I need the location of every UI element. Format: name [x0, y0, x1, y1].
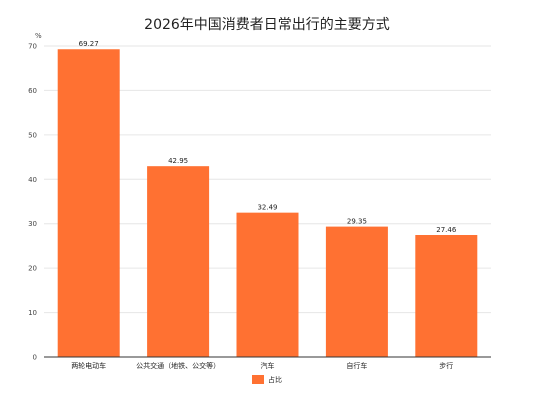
y-tick-label: 20 [28, 265, 37, 273]
bar [236, 212, 299, 357]
x-category-label: 步行 [439, 361, 453, 370]
legend-label: 占比 [268, 375, 282, 384]
y-tick-label: 0 [33, 354, 37, 362]
x-category-label: 汽车 [261, 361, 275, 370]
x-axis-categories: 两轮电动车 公共交通（地铁、公交等） 汽车 自行车 步行 [71, 361, 453, 370]
bar-value-label: 29.35 [347, 218, 367, 226]
chart-title: 2026年中国消费者日常出行的主要方式 [144, 17, 390, 33]
bar [57, 49, 120, 357]
y-tick-label: 70 [28, 43, 37, 51]
bar [325, 226, 388, 357]
y-axis-ticks: 0 10 20 30 40 50 60 70 [28, 43, 37, 362]
data-labels: 69.27 42.95 32.49 29.35 27.46 [79, 40, 457, 234]
y-tick-label: 10 [28, 309, 37, 317]
y-tick-label: 60 [28, 87, 37, 95]
legend: 占比 [252, 375, 282, 384]
y-tick-label: 40 [28, 176, 37, 184]
x-category-label: 公共交通（地铁、公交等） [136, 361, 220, 370]
bar-value-label: 32.49 [257, 204, 277, 212]
bar-value-label: 69.27 [79, 40, 99, 48]
x-category-label: 自行车 [346, 361, 367, 370]
bar [415, 234, 478, 357]
bars [57, 49, 478, 357]
x-category-label: 两轮电动车 [71, 361, 106, 370]
bar [147, 166, 210, 357]
bar-value-label: 42.95 [168, 157, 188, 165]
y-tick-label: 50 [28, 131, 37, 139]
y-axis-unit-label: % [35, 32, 42, 40]
bar-value-label: 27.46 [436, 226, 457, 234]
legend-swatch [252, 375, 264, 384]
y-tick-label: 30 [28, 220, 37, 228]
